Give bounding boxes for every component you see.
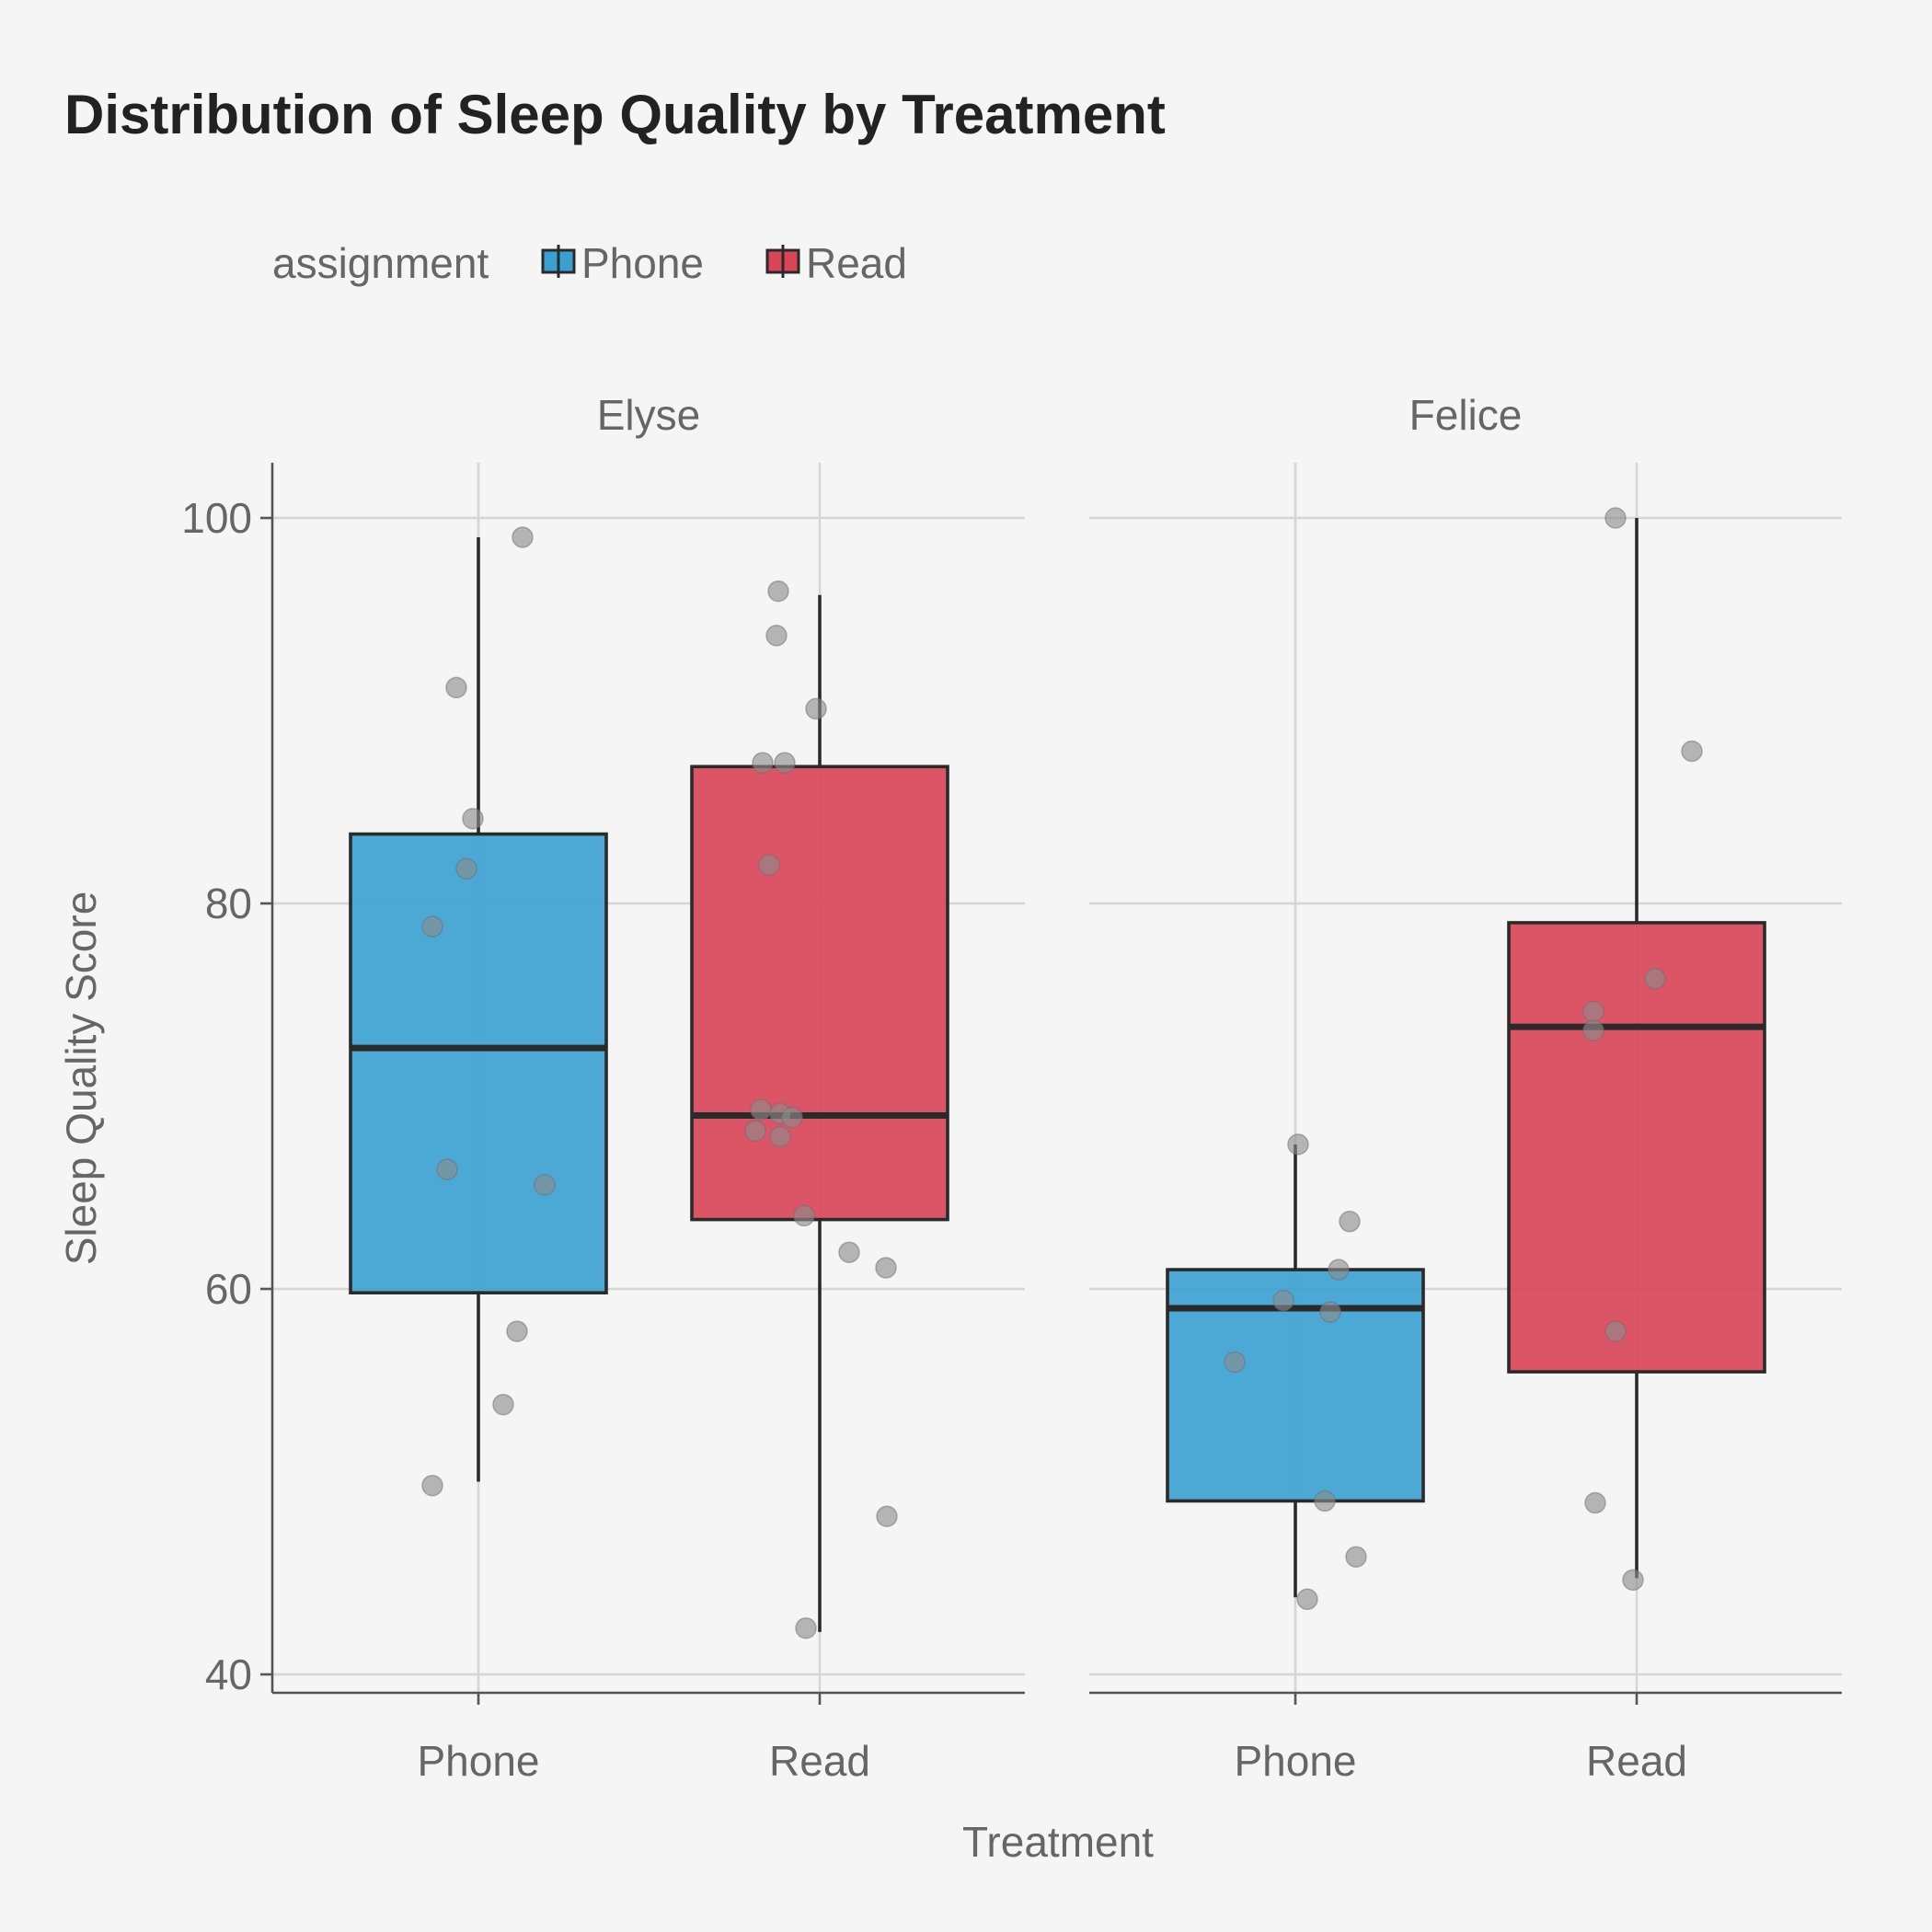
y-tick-label-100: 100 <box>181 494 252 542</box>
x-tick-label-phone: Phone <box>417 1737 539 1785</box>
data-point <box>1346 1547 1366 1567</box>
data-point <box>1623 1570 1643 1590</box>
iqr-box <box>1167 1270 1423 1501</box>
iqr-box <box>351 834 606 1294</box>
data-point <box>753 753 773 773</box>
legend-label-phone: Phone <box>581 239 704 287</box>
data-point <box>770 1126 790 1146</box>
data-point <box>512 527 533 547</box>
box-felice-phone <box>1167 1134 1423 1609</box>
box-felice-read <box>1509 508 1765 1590</box>
chart-title: Distribution of Sleep Quality by Treatme… <box>64 84 1166 145</box>
data-point <box>877 1506 897 1526</box>
facet-label: Elyse <box>597 391 700 439</box>
data-point <box>1682 741 1702 761</box>
data-point <box>422 1476 443 1496</box>
data-point <box>1225 1352 1245 1373</box>
x-tick-label-phone: Phone <box>1234 1737 1356 1785</box>
data-point <box>796 1618 816 1639</box>
legend: assignment Phone Read <box>272 239 907 287</box>
legend-entry-read: Read <box>767 239 907 287</box>
data-point <box>446 677 466 697</box>
x-tick-label-read: Read <box>769 1737 870 1785</box>
legend-entry-phone: Phone <box>543 239 704 287</box>
facet-elyse: 40 60 80 100 Elyse Phone Read <box>181 391 1025 1785</box>
legend-title: assignment <box>272 239 489 287</box>
data-point <box>1585 1493 1605 1513</box>
facet-felice: Felice Phone Read <box>1089 391 1842 1785</box>
data-point <box>1605 1321 1626 1341</box>
data-point <box>1315 1490 1335 1511</box>
data-point <box>1583 1001 1604 1021</box>
data-point <box>1605 508 1626 528</box>
data-point <box>1288 1134 1308 1155</box>
data-point <box>1320 1302 1340 1322</box>
legend-label-read: Read <box>806 239 907 287</box>
data-point <box>766 626 787 646</box>
x-tick-label-read: Read <box>1586 1737 1687 1785</box>
data-point <box>751 1099 771 1120</box>
data-point <box>1328 1259 1349 1280</box>
y-tick-label-40: 40 <box>205 1650 252 1698</box>
iqr-box <box>692 766 948 1219</box>
data-point <box>768 581 788 602</box>
data-point <box>507 1321 527 1341</box>
data-point <box>493 1395 513 1415</box>
data-point <box>1273 1291 1294 1311</box>
data-point <box>422 916 443 937</box>
y-tick-label-80: 80 <box>205 880 252 927</box>
data-point <box>463 809 483 829</box>
data-point <box>775 753 795 773</box>
data-point <box>806 698 826 719</box>
data-point <box>759 855 779 875</box>
data-point <box>782 1108 802 1128</box>
data-point <box>1340 1212 1360 1232</box>
data-point <box>876 1258 896 1278</box>
data-point <box>456 858 477 879</box>
iqr-box <box>1509 923 1765 1372</box>
data-point <box>535 1175 555 1195</box>
box-elyse-phone <box>351 527 606 1496</box>
data-point <box>1297 1589 1317 1609</box>
data-point <box>437 1159 457 1179</box>
data-point <box>839 1242 859 1262</box>
data-point <box>1645 969 1665 989</box>
data-point <box>745 1121 765 1141</box>
facet-label: Felice <box>1409 391 1523 439</box>
box-elyse-read <box>692 581 948 1639</box>
y-tick-label-60: 60 <box>205 1265 252 1313</box>
data-point <box>1583 1020 1604 1041</box>
x-axis-title: Treatment <box>962 1818 1154 1866</box>
data-point <box>794 1205 814 1225</box>
plot-area: 40 60 80 100 Elyse Phone Read Felice Phone Read <box>181 391 1842 1785</box>
y-axis-title: Sleep Quality Score <box>57 891 105 1266</box>
